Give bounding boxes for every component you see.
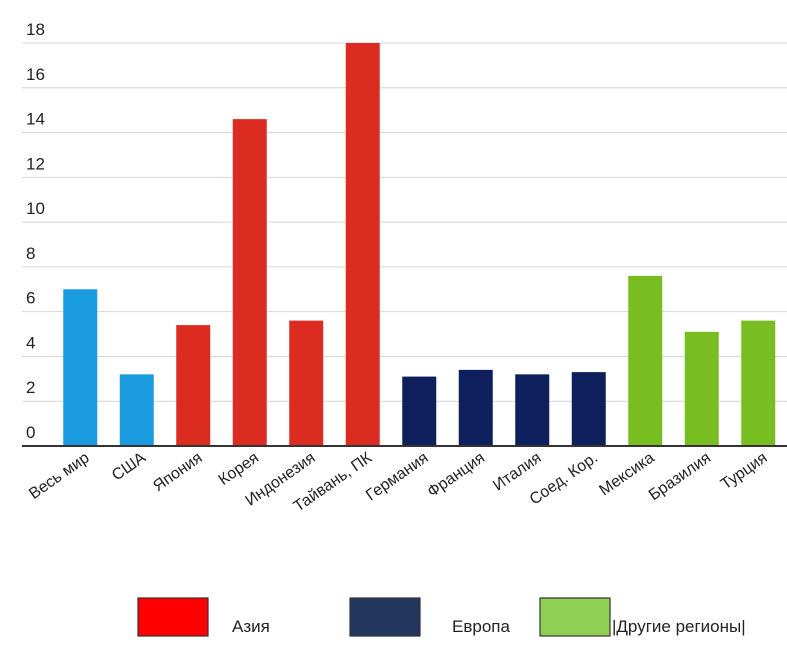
y-tick-label: 14 xyxy=(26,110,45,129)
bar xyxy=(232,119,267,446)
bar xyxy=(402,376,437,446)
legend-swatch xyxy=(539,597,611,637)
bar xyxy=(515,374,550,446)
y-tick-label: 0 xyxy=(26,423,35,442)
legend-label: |Другие регионы| xyxy=(612,617,746,636)
y-tick-label: 2 xyxy=(26,378,35,397)
x-tick-label: Бразилия xyxy=(646,449,714,504)
y-tick-label: 18 xyxy=(26,20,45,39)
bar xyxy=(628,275,663,446)
x-tick-label: Весь мир xyxy=(26,449,93,503)
bar xyxy=(289,320,324,446)
x-tick-label: США xyxy=(109,449,149,484)
bar xyxy=(345,43,380,446)
y-tick-label: 12 xyxy=(26,154,45,173)
legend-swatch xyxy=(137,597,209,637)
legend-label: Азия xyxy=(232,617,270,636)
y-tick-label: 6 xyxy=(26,289,35,308)
y-tick-label: 10 xyxy=(26,199,45,218)
bar xyxy=(63,289,98,446)
x-tick-label: Германия xyxy=(363,449,432,504)
bar xyxy=(119,374,154,446)
bar xyxy=(684,331,719,446)
legend-swatch xyxy=(349,597,421,637)
legend-label: Европа xyxy=(452,617,510,636)
y-tick-label: 16 xyxy=(26,65,45,84)
bar xyxy=(571,372,606,446)
x-tick-label: Япония xyxy=(150,449,205,495)
x-tick-label: Корея xyxy=(216,449,262,489)
y-tick-label: 4 xyxy=(26,333,35,352)
x-tick-label: Турция xyxy=(718,449,771,493)
bar xyxy=(176,325,211,446)
y-tick-label: 8 xyxy=(26,244,35,263)
x-tick-label: Франция xyxy=(425,449,488,501)
bar xyxy=(458,369,493,446)
bar xyxy=(741,320,776,446)
